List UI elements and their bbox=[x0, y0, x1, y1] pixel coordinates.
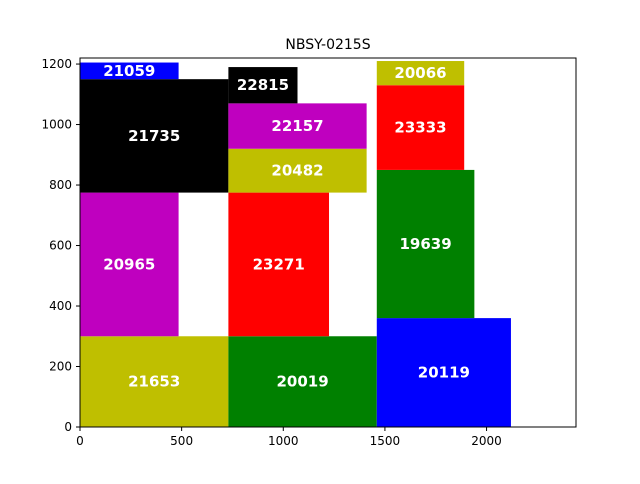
bar-rect-20066 bbox=[376, 61, 465, 86]
bar-label-21653: 21653 bbox=[128, 373, 180, 391]
bar-rect-23333 bbox=[376, 85, 465, 170]
y-tick-label: 200 bbox=[49, 360, 72, 374]
bar-rect-20482 bbox=[228, 148, 367, 193]
bar-rect-20965 bbox=[80, 192, 179, 337]
y-tick-label: 1000 bbox=[41, 118, 72, 132]
y-tick-label: 400 bbox=[49, 299, 72, 313]
plot-frame bbox=[79, 57, 577, 428]
y-tick-label: 800 bbox=[49, 178, 72, 192]
bar-rect-20019 bbox=[228, 336, 377, 427]
x-tick-label: 1500 bbox=[370, 434, 401, 448]
labels-layer: 21653 20019 20119 20965 23271 19639 21735 20482… bbox=[103, 62, 470, 391]
x-axis: 0 500 1000 1500 2000 bbox=[76, 427, 502, 448]
x-tick-label: 2000 bbox=[471, 434, 502, 448]
bar-label-20019: 20019 bbox=[276, 373, 328, 391]
bar-rect-21735 bbox=[80, 79, 229, 193]
bar-label-20066: 20066 bbox=[394, 64, 446, 82]
x-tick-label: 0 bbox=[76, 434, 84, 448]
y-axis: 0 200 400 600 800 1000 1200 bbox=[41, 57, 80, 434]
bar-rect-19639 bbox=[376, 169, 475, 319]
bar-rect-21653 bbox=[80, 336, 229, 427]
y-tick-label: 1200 bbox=[41, 57, 72, 71]
bar-rect-23271 bbox=[228, 192, 330, 337]
x-tick-label: 1000 bbox=[268, 434, 299, 448]
rects-layer bbox=[80, 61, 511, 427]
bar-label-22815: 22815 bbox=[237, 76, 289, 94]
bar-rect-22815 bbox=[228, 67, 298, 104]
chart-title: NBSY-0215S bbox=[285, 37, 370, 53]
bar-label-20965: 20965 bbox=[103, 255, 155, 273]
bar-label-19639: 19639 bbox=[399, 235, 451, 253]
bar-label-23271: 23271 bbox=[253, 255, 305, 273]
bar-rect-21059 bbox=[80, 62, 179, 80]
bar-label-20119: 20119 bbox=[418, 364, 470, 382]
bar-label-21735: 21735 bbox=[128, 127, 180, 145]
y-tick-label: 600 bbox=[49, 239, 72, 253]
bar-rect-22157 bbox=[228, 103, 367, 149]
bar-label-22157: 22157 bbox=[271, 117, 323, 135]
bar-label-20482: 20482 bbox=[271, 162, 323, 180]
bar-label-21059: 21059 bbox=[103, 62, 155, 80]
bar-rect-20119 bbox=[376, 318, 511, 427]
x-tick-label: 500 bbox=[170, 434, 193, 448]
bar-label-23333: 23333 bbox=[394, 119, 446, 137]
y-tick-label: 0 bbox=[64, 420, 72, 434]
